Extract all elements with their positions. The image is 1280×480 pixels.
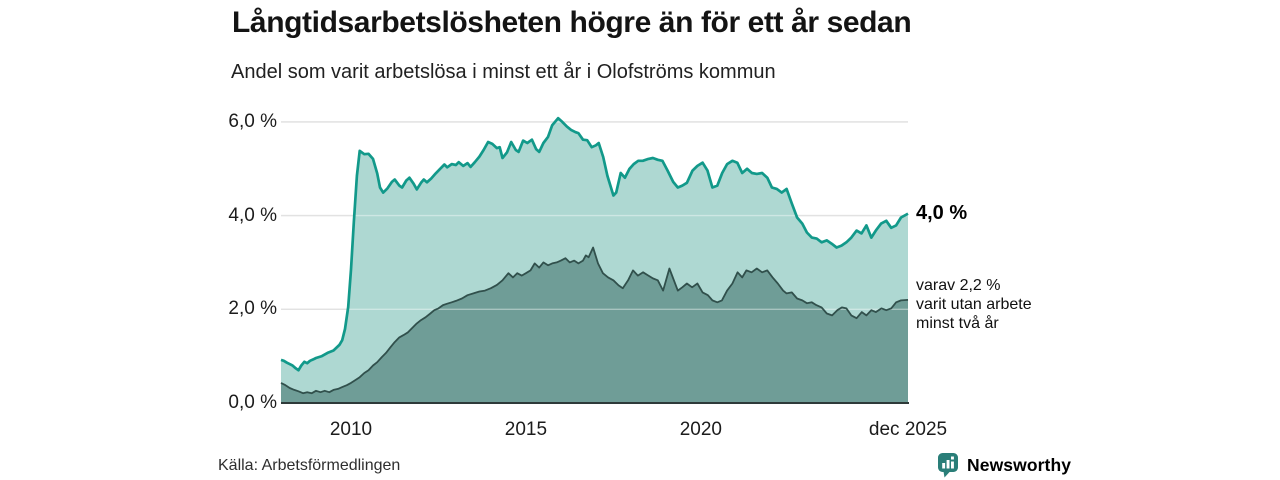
- y-tick-label: 0,0 %: [228, 392, 277, 413]
- series2-note-line: minst två år: [916, 315, 999, 332]
- y-tick-label: 4,0 %: [228, 204, 277, 226]
- x-tick-label: 2015: [504, 419, 548, 440]
- chart-subtitle: Andel som varit arbetslösa i minst ett å…: [231, 61, 776, 83]
- series2-note-line: varit utan arbete: [916, 296, 1032, 313]
- y-tick-label: 6,0 %: [228, 110, 277, 132]
- brand-name: Newsworthy: [967, 454, 1072, 475]
- bar-chart-speech-bubble-icon: [938, 453, 958, 478]
- gridlines-overlay: [281, 121, 908, 310]
- series2-area: [281, 247, 908, 403]
- series1-line: [280, 116, 909, 372]
- x-tick-label: dec 2025: [868, 419, 948, 440]
- y-tick-label: 2,0 %: [228, 298, 277, 320]
- source-attribution: Källa: Arbetsförmedlingen: [218, 457, 401, 474]
- series2-end-note: varav 2,2 % varit utan arbete minst två …: [916, 276, 1032, 333]
- page-title: Långtidsarbetslösheten högre än för ett …: [232, 6, 912, 39]
- brand-logo: Newsworthy: [937, 452, 1071, 478]
- x-tick-label: 2010: [329, 419, 373, 440]
- series2-note-line: varav 2,2 %: [916, 277, 1001, 294]
- series1-end-value-label: 4,0 %: [916, 202, 968, 224]
- x-tick-label: 2020: [679, 419, 722, 440]
- series2-line: [280, 246, 909, 395]
